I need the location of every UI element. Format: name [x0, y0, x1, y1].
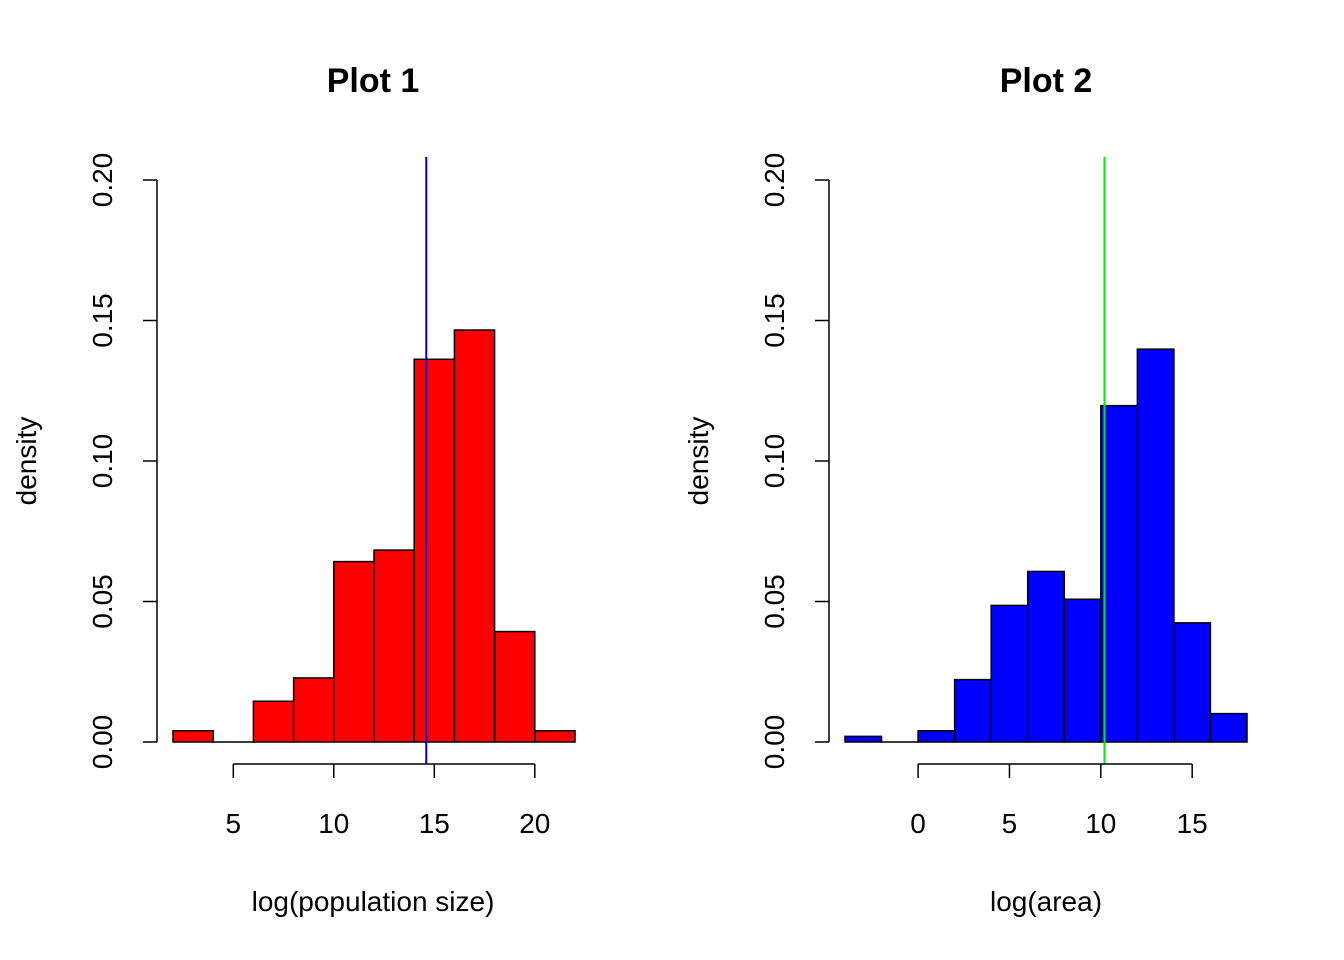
plot-1-y-tick-label-0: 0.00 — [87, 715, 118, 770]
plot-1-x-axis: 5 10 15 20 — [226, 763, 550, 839]
plot-2-panel: Plot 2 log(area) density 0.00 0.05 0.10 0.1… — [683, 62, 1248, 917]
plot-2-bar-5 — [1026, 570, 1066, 743]
plot-2-y-tick-label-0: 0.00 — [759, 715, 790, 770]
plot-1-x-tick-label-0: 5 — [226, 808, 242, 839]
plot-2-x-axis: 0 5 10 15 — [910, 763, 1208, 839]
plot-1-x-axis-label: log(population size) — [252, 886, 495, 917]
plot-1-x-tick-label-1: 10 — [318, 808, 349, 839]
plot-1-x-tick-label-3: 20 — [519, 808, 550, 839]
plot-2-y-tick-label-2: 0.10 — [759, 434, 790, 489]
plot-1-bar-6 — [413, 358, 456, 743]
plot-1-bars — [172, 329, 576, 743]
plot-2-x-tick-label-1: 5 — [1002, 808, 1018, 839]
plot-2-bar-2 — [917, 730, 956, 743]
plot-1-y-tick-label-2: 0.10 — [87, 434, 118, 489]
plot-1-panel: Plot 1 log(population size) density 0.00… — [11, 62, 576, 917]
plot-2-x-axis-label: log(area) — [990, 886, 1102, 917]
plot-1-bar-7 — [453, 329, 496, 743]
plot-2-bar-7 — [1100, 404, 1139, 743]
plot-1-bar-4 — [333, 560, 375, 743]
plot-1-y-axis-label: density — [11, 417, 42, 506]
plot-2-bar-8 — [1136, 348, 1175, 743]
plot-2-x-tick-label-3: 15 — [1177, 808, 1208, 839]
plot-2-y-tick-label-4: 0.20 — [759, 153, 790, 208]
plot-1-bar-8 — [493, 630, 536, 743]
plot-1-y-tick-label-1: 0.05 — [87, 574, 118, 629]
plot-2-bar-4 — [990, 604, 1029, 743]
plot-1-bar-2 — [252, 700, 295, 743]
plot-2-y-axis: 0.00 0.05 0.10 0.15 0.20 — [759, 153, 830, 770]
plot-2-title: Plot 2 — [1000, 62, 1093, 100]
plot-2-bar-10 — [1209, 712, 1248, 743]
plot-2-bar-0 — [844, 735, 883, 743]
plot-1-x-tick-label-2: 15 — [419, 808, 450, 839]
plot-2-y-tick-label-3: 0.15 — [759, 293, 790, 348]
plot-2-bar-9 — [1173, 622, 1212, 743]
plot-2-x-tick-label-2: 10 — [1085, 808, 1116, 839]
plot-2-y-axis-label: density — [683, 417, 714, 506]
plot-1-y-tick-label-4: 0.20 — [87, 153, 118, 208]
plot-1-bar-3 — [292, 677, 335, 743]
plot-1-title: Plot 1 — [327, 62, 420, 100]
plot-1-bar-9 — [534, 730, 576, 743]
plot-1-y-tick-label-3: 0.15 — [87, 293, 118, 348]
plot-1-bar-5 — [373, 549, 415, 743]
plot-1-bar-0 — [172, 730, 214, 743]
plot-1-y-axis: 0.00 0.05 0.10 0.15 0.20 — [87, 153, 158, 770]
plot-2-y-tick-label-1: 0.05 — [759, 574, 790, 629]
plot-2-x-tick-label-0: 0 — [910, 808, 926, 839]
plot-2-bars — [844, 348, 1248, 743]
plot-2-bar-6 — [1063, 598, 1102, 743]
plot-2-bar-3 — [953, 678, 992, 743]
